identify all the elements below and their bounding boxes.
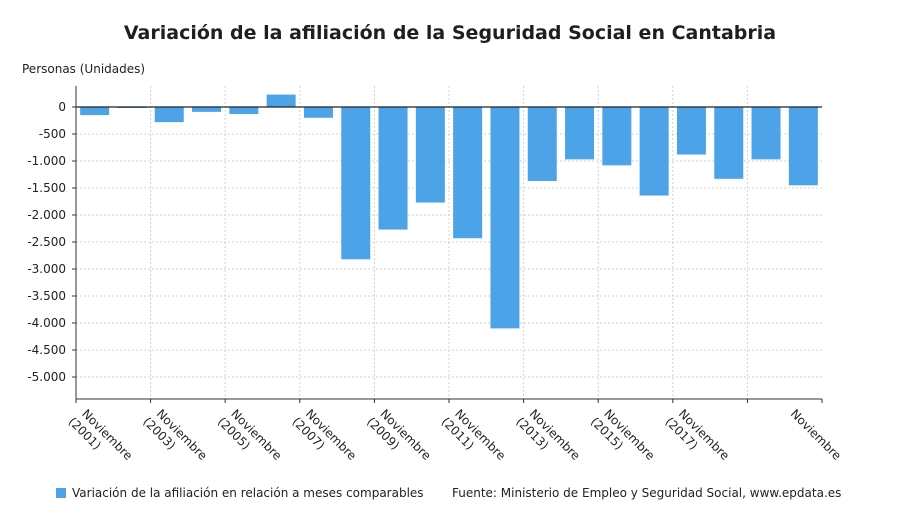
- bar: [527, 107, 557, 181]
- bar: [266, 94, 296, 107]
- y-tick-label: 0: [58, 100, 66, 114]
- bar: [229, 107, 259, 115]
- y-tick-label: -2.000: [27, 208, 66, 222]
- bar: [303, 107, 333, 118]
- bar: [714, 107, 744, 179]
- x-tick-label: Noviembre(2007): [289, 407, 359, 463]
- y-tick-label: -3.000: [27, 262, 66, 276]
- legend: Variación de la afiliación en relación a…: [56, 486, 424, 500]
- y-tick-label: -4.000: [27, 316, 66, 330]
- x-tick-label: Noviembre(2009): [364, 407, 434, 463]
- bar: [154, 107, 184, 123]
- y-tick-label: -1.500: [27, 181, 66, 195]
- x-tick-label: Noviembre(2013): [513, 407, 583, 463]
- y-tick-label: -1.000: [27, 154, 66, 168]
- x-tick-label: Noviembre(2003): [140, 407, 210, 463]
- bar: [639, 107, 669, 196]
- bar: [341, 107, 371, 260]
- x-tick-label: Noviembre: [788, 407, 844, 463]
- bar: [676, 107, 706, 155]
- y-tick-label: -2.500: [27, 235, 66, 249]
- source-note: Fuente: Ministerio de Empleo y Seguridad…: [452, 486, 842, 500]
- legend-label: Variación de la afiliación en relación a…: [72, 486, 424, 500]
- x-tick-label: Noviembre(2015): [588, 407, 658, 463]
- y-tick-label: -4.500: [27, 343, 66, 357]
- y-axis-unit-label: Personas (Unidades): [22, 62, 146, 76]
- x-tick-label: Noviembre(2017): [662, 407, 732, 463]
- x-tick-label: Noviembre(2005): [215, 407, 285, 463]
- chart-title: Variación de la afiliación de la Segurid…: [123, 22, 777, 44]
- x-tick-label: Noviembre(2011): [439, 407, 509, 463]
- x-tick-label-line: Noviembre: [788, 407, 844, 463]
- bar: [378, 107, 408, 230]
- x-tick-label: Noviembre(2001): [66, 407, 136, 463]
- bar: [415, 107, 445, 203]
- bar: [453, 107, 483, 239]
- bar: [192, 107, 222, 112]
- bar: [602, 107, 632, 166]
- y-tick-label: -5.000: [27, 370, 66, 384]
- bar: [80, 107, 110, 116]
- y-tick-label: -3.500: [27, 289, 66, 303]
- bar: [490, 107, 520, 329]
- bar: [565, 107, 595, 160]
- legend-swatch: [56, 488, 66, 498]
- bar: [751, 107, 781, 160]
- bar: [788, 107, 818, 186]
- y-tick-label: -500: [39, 127, 66, 141]
